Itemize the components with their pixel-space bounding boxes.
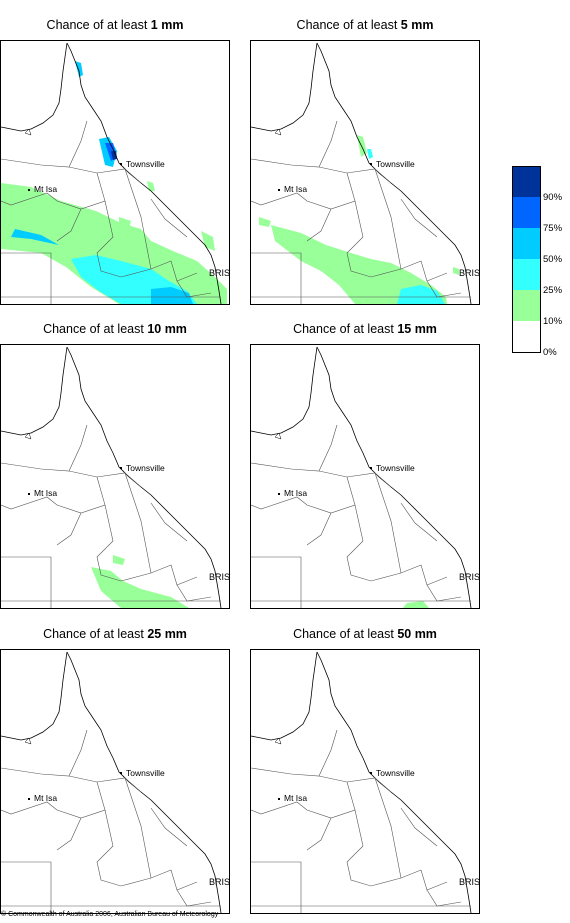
map-panel-15mm: Chance of at least 15 mm	[250, 322, 480, 609]
panel-amount: 15 mm	[397, 322, 437, 336]
legend-label-90: 90%	[543, 192, 563, 203]
brisbane-label: BRIS	[209, 572, 230, 582]
region-boundaries	[251, 424, 471, 608]
region-boundaries	[251, 120, 471, 304]
queensland-map: Townsville Mt Isa BRIS	[0, 649, 230, 914]
region-boundaries	[1, 424, 221, 608]
region-boundaries	[1, 729, 221, 913]
panel-title: Chance of at least 25 mm	[43, 627, 187, 641]
coastline	[316, 346, 472, 608]
townsville-marker	[370, 467, 372, 469]
panel-title: Chance of at least 1 mm	[46, 18, 184, 32]
panel-title: Chance of at least 15 mm	[293, 322, 437, 336]
legend-label-25: 25%	[543, 285, 563, 296]
mount-isa-label: Mt Isa	[34, 488, 58, 498]
mount-isa-label: Mt Isa	[284, 488, 308, 498]
rain-probability-area	[259, 135, 459, 304]
legend-swatch-10	[512, 290, 541, 321]
map-panel-10mm: Chance of at least 10 mm	[0, 322, 230, 609]
map-panel-1mm: Chance of at least 1 mm	[0, 18, 230, 305]
queensland-map: Townsville Mt Isa BRIS	[0, 344, 230, 609]
townsville-label: Townsville	[376, 768, 415, 778]
mount-isa-marker	[278, 189, 280, 191]
panel-amount: 1 mm	[150, 18, 184, 32]
legend-label-50: 50%	[543, 254, 563, 265]
queensland-map: Townsville Mt Isa BRIS	[250, 40, 480, 305]
townsville-marker	[370, 772, 372, 774]
mount-isa-label: Mt Isa	[34, 793, 58, 803]
coastline	[66, 346, 222, 608]
mount-isa-marker	[28, 189, 30, 191]
brisbane-label: BRIS	[459, 268, 480, 278]
townsville-label: Townsville	[126, 159, 165, 169]
townsville-label: Townsville	[376, 159, 415, 169]
panel-title: Chance of at least 50 mm	[293, 627, 437, 641]
brisbane-label: BRIS	[459, 877, 480, 887]
copyright-footer: © Commonwealth of Australia 2006, Austra…	[1, 911, 219, 918]
legend-label-10: 10%	[543, 316, 563, 327]
legend-swatch-25	[512, 259, 541, 290]
legend-swatch-50	[512, 228, 541, 259]
rain-probability-area	[1, 61, 227, 304]
queensland-map: Townsville Mt Isa BRIS	[0, 40, 230, 305]
townsville-label: Townsville	[376, 463, 415, 473]
mount-isa-label: Mt Isa	[284, 184, 308, 194]
brisbane-label: BRIS	[209, 268, 230, 278]
map-panel-50mm: Chance of at least 50 mm Townsville M	[250, 627, 480, 914]
legend-swatch-90	[512, 166, 541, 198]
mount-isa-marker	[28, 798, 30, 800]
legend-label-0: 0%	[543, 347, 557, 358]
coastline	[66, 651, 222, 913]
townsville-marker	[120, 163, 122, 165]
mount-isa-marker	[28, 493, 30, 495]
queensland-map: Townsville Mt Isa BRIS	[250, 649, 480, 914]
rain-probability-area	[91, 555, 189, 608]
region-boundaries	[1, 120, 221, 304]
mount-isa-label: Mt Isa	[34, 184, 58, 194]
mount-isa-marker	[278, 493, 280, 495]
legend-label-75: 75%	[543, 223, 563, 234]
townsville-marker	[120, 467, 122, 469]
coastline	[316, 651, 472, 913]
panel-amount: 50 mm	[397, 627, 437, 641]
region-boundaries	[251, 729, 471, 913]
mount-isa-label: Mt Isa	[284, 793, 308, 803]
townsville-marker	[370, 163, 372, 165]
probability-legend: 90% 75% 50% 25% 10% 0%	[512, 166, 570, 358]
map-panel-5mm: Chance of at least 5 mm	[250, 18, 480, 305]
panel-amount: 5 mm	[400, 18, 434, 32]
queensland-map: Townsville Mt Isa BRIS	[250, 344, 480, 609]
panel-amount: 10 mm	[147, 322, 187, 336]
panel-amount: 25 mm	[147, 627, 187, 641]
legend-swatch-75	[512, 197, 541, 228]
brisbane-label: BRIS	[459, 572, 480, 582]
mount-isa-marker	[278, 798, 280, 800]
townsville-label: Townsville	[126, 463, 165, 473]
brisbane-label: BRIS	[209, 877, 230, 887]
townsville-marker	[120, 772, 122, 774]
townsville-label: Townsville	[126, 768, 165, 778]
panel-title: Chance of at least 5 mm	[296, 18, 434, 32]
rain-probability-area	[403, 601, 429, 608]
panel-title: Chance of at least 10 mm	[43, 322, 187, 336]
map-panel-25mm: Chance of at least 25 mm Townsville M	[0, 627, 230, 914]
legend-swatch-0	[512, 321, 541, 353]
